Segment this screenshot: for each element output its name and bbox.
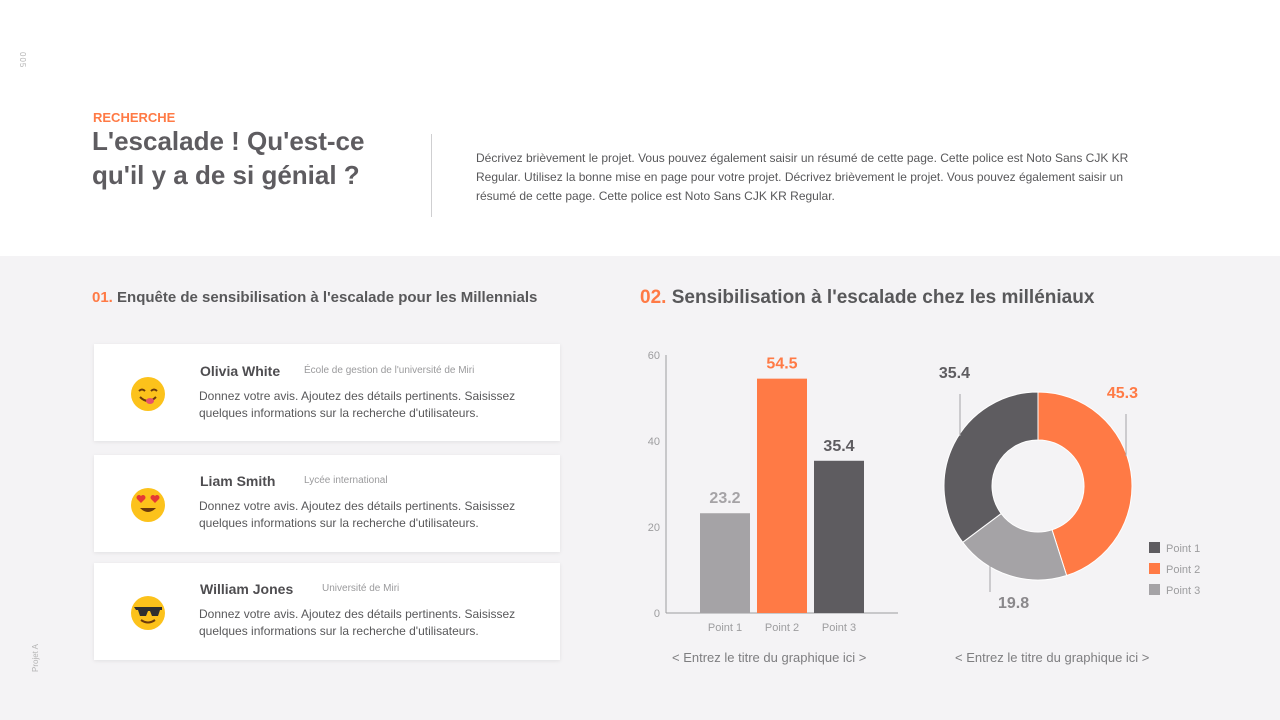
legend-label: Point 1	[1166, 543, 1200, 555]
y-tick-label: 20	[648, 522, 660, 534]
footer-label: Projet A	[31, 643, 40, 672]
donut-value-label: 45.3	[1107, 385, 1138, 402]
section1-title-text: Enquête de sensibilisation à l'escalade …	[117, 289, 538, 306]
card-name: Olivia White	[200, 363, 281, 379]
card-org: Lycée international	[304, 475, 388, 486]
y-tick-label: 60	[648, 350, 660, 362]
legend-label: Point 3	[1166, 585, 1200, 597]
bar-value-label: 35.4	[823, 438, 854, 455]
card-text: Donnez votre avis. Ajoutez des détails p…	[199, 607, 516, 638]
section2-title-text: Sensibilisation à l'escalade chez les mi…	[671, 287, 1095, 308]
card-org: Université de Miri	[322, 583, 400, 594]
divider	[431, 134, 432, 217]
bar	[700, 513, 750, 613]
page-description: Décrivez brièvement le projet. Vous pouv…	[476, 151, 1129, 203]
card-text: Donnez votre avis. Ajoutez des détails p…	[199, 499, 516, 530]
legend-label: Point 2	[1166, 564, 1200, 576]
bar	[814, 460, 864, 613]
bar-value-label: 54.5	[766, 356, 797, 373]
yum-emoji-icon	[131, 377, 165, 411]
y-tick-label: 40	[648, 436, 660, 448]
testimonial-card: Olivia White École de gestion de l'unive…	[94, 344, 560, 441]
testimonial-card: Liam Smith Lycée international Donnez vo…	[94, 455, 560, 552]
page-title: L'escalade ! Qu'est-ce qu'il y a de si g…	[92, 126, 365, 190]
legend-swatch	[1149, 584, 1160, 595]
bar-chart-caption: < Entrez le titre du graphique ici >	[672, 650, 867, 665]
header-panel	[0, 0, 1280, 256]
x-tick-label: Point 1	[708, 622, 742, 634]
donut-value-label: 19.8	[998, 595, 1029, 612]
section1-number: 01.	[92, 289, 113, 306]
section2-number: 02.	[640, 287, 667, 308]
eyebrow: RECHERCHE	[93, 110, 176, 125]
sunglasses-emoji-icon	[131, 596, 165, 630]
x-tick-label: Point 2	[765, 622, 799, 634]
card-name: William Jones	[200, 581, 294, 597]
section1-title: 01. Enquête de sensibilisation à l'escal…	[92, 289, 537, 306]
heart-eyes-emoji-icon	[131, 488, 165, 522]
testimonial-card: William Jones Université de Miri Donnez …	[94, 563, 560, 660]
donut-slice	[943, 391, 1039, 544]
legend-swatch	[1149, 542, 1160, 553]
page-number: 005	[18, 52, 27, 69]
card-name: Liam Smith	[200, 473, 276, 489]
donut-chart: 35.4 45.3 19.8 Point 1 Point 2 Point 3	[939, 365, 1200, 612]
legend-swatch	[1149, 563, 1160, 574]
bar-value-label: 23.2	[709, 490, 740, 507]
donut-slice	[1037, 391, 1133, 577]
bar-chart: 0 20 40 60 23.2 Point 1 54.5 Point 2 35.4 Point 3	[648, 350, 898, 634]
donut-value-label: 35.4	[939, 365, 970, 382]
y-tick-label: 0	[654, 608, 660, 620]
x-tick-label: Point 3	[822, 622, 856, 634]
card-text: Donnez votre avis. Ajoutez des détails p…	[199, 389, 516, 420]
card-org: École de gestion de l'université de Miri	[304, 365, 475, 376]
bar	[757, 378, 807, 613]
section2-title: 02. Sensibilisation à l'escalade chez le…	[640, 287, 1094, 309]
donut-chart-caption: < Entrez le titre du graphique ici >	[955, 650, 1150, 665]
